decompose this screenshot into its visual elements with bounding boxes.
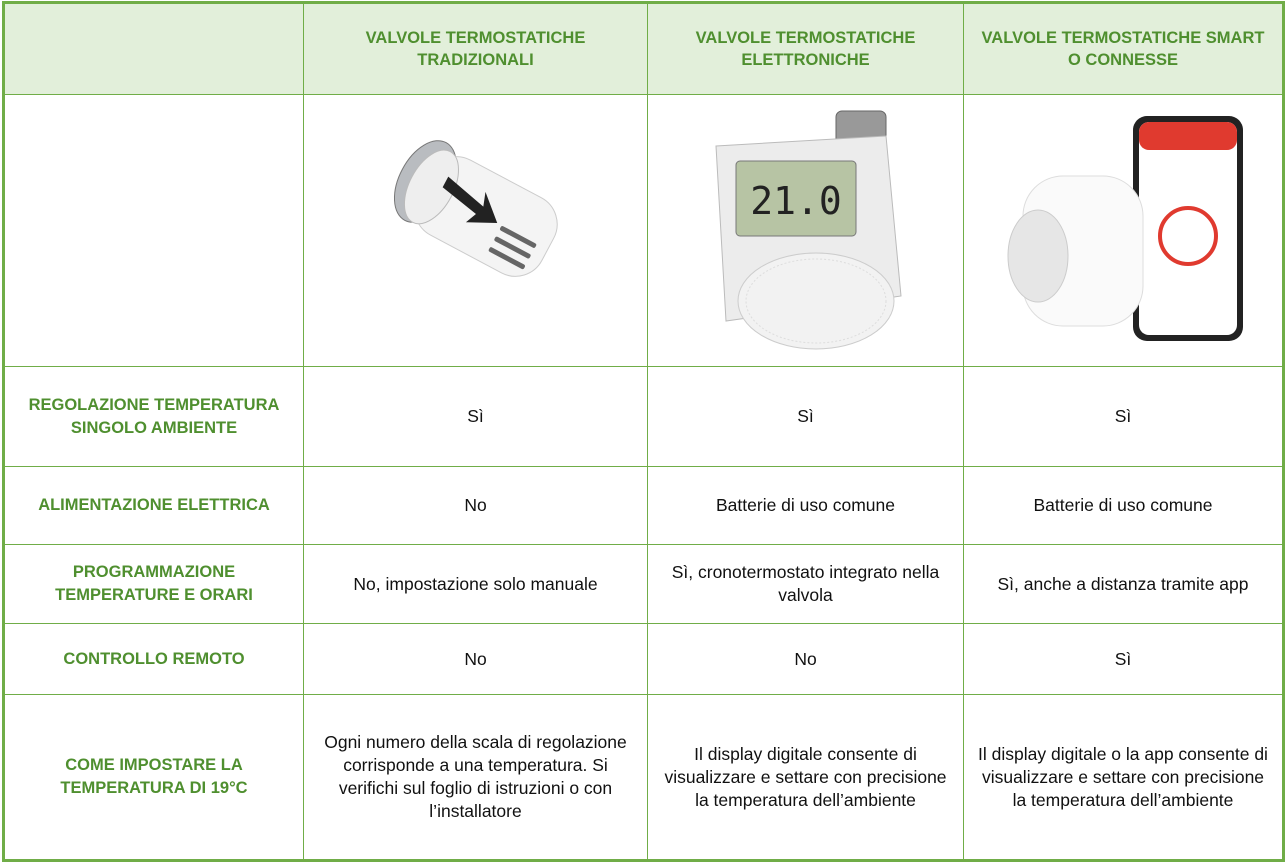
image-cell bbox=[303, 94, 648, 367]
table-cell: No bbox=[303, 623, 648, 695]
table-cell: Il display digitale o la app consente di… bbox=[963, 694, 1284, 861]
row-label: ALIMENTAZIONE ELETTRICA bbox=[3, 466, 304, 545]
table-row: PROGRAMMAZIONE TEMPERATURE E ORARI No, im… bbox=[3, 544, 1284, 624]
table-row: COME IMPOSTARE LA TEMPERATURA DI 19°C Ogn… bbox=[3, 694, 1284, 861]
table-cell: Sì, cronotermostato integrato nella valv… bbox=[647, 544, 964, 624]
image-cell: 21.0 bbox=[647, 94, 964, 367]
image-empty bbox=[3, 94, 304, 367]
valve-image-smart bbox=[1007, 115, 1243, 341]
header-empty bbox=[3, 2, 304, 95]
header-row: VALVOLE TERMOSTATICHE TRADIZIONALI VALVO… bbox=[3, 2, 1284, 95]
lcd-digits: 21.0 bbox=[750, 179, 842, 223]
table-cell: Sì, anche a distanza tramite app bbox=[963, 544, 1284, 624]
row-label: COME IMPOSTARE LA TEMPERATURA DI 19°C bbox=[3, 694, 304, 861]
row-label: PROGRAMMAZIONE TEMPERATURE E ORARI bbox=[3, 544, 304, 624]
valve-image-traditional bbox=[393, 139, 558, 277]
column-header: VALVOLE TERMOSTATICHE SMART O CONNESSE bbox=[963, 2, 1284, 95]
table-cell: Sì bbox=[303, 366, 648, 467]
valve-image-electronic: 21.0 bbox=[714, 110, 902, 349]
column-header: VALVOLE TERMOSTATICHE TRADIZIONALI bbox=[303, 2, 648, 95]
table-cell: No bbox=[647, 623, 964, 695]
table-cell: No bbox=[303, 466, 648, 545]
table-cell: Batterie di uso comune bbox=[647, 466, 964, 545]
column-header: VALVOLE TERMOSTATICHE ELETTRONICHE bbox=[647, 2, 964, 95]
table-cell: Ogni numero della scala di regolazione c… bbox=[303, 694, 648, 861]
table-cell: Batterie di uso comune bbox=[963, 466, 1284, 545]
row-label: REGOLAZIONE TEMPERATURA SINGOLO AMBIENTE bbox=[3, 366, 304, 467]
table-row: REGOLAZIONE TEMPERATURA SINGOLO AMBIENTE… bbox=[3, 366, 1284, 467]
table-row: ALIMENTAZIONE ELETTRICA No Batterie di uso… bbox=[3, 466, 1284, 545]
image-row: 21.0 bbox=[3, 94, 1284, 367]
table-cell: Il display digitale consente di visualiz… bbox=[647, 694, 964, 861]
row-label: CONTROLLO REMOTO bbox=[3, 623, 304, 695]
table-cell: Sì bbox=[963, 623, 1284, 695]
table-row: CONTROLLO REMOTO No No Sì bbox=[3, 623, 1284, 695]
table-cell: No, impostazione solo manuale bbox=[303, 544, 648, 624]
table-cell: Sì bbox=[963, 366, 1284, 467]
image-cell bbox=[963, 94, 1284, 367]
table-cell: Sì bbox=[647, 366, 964, 467]
